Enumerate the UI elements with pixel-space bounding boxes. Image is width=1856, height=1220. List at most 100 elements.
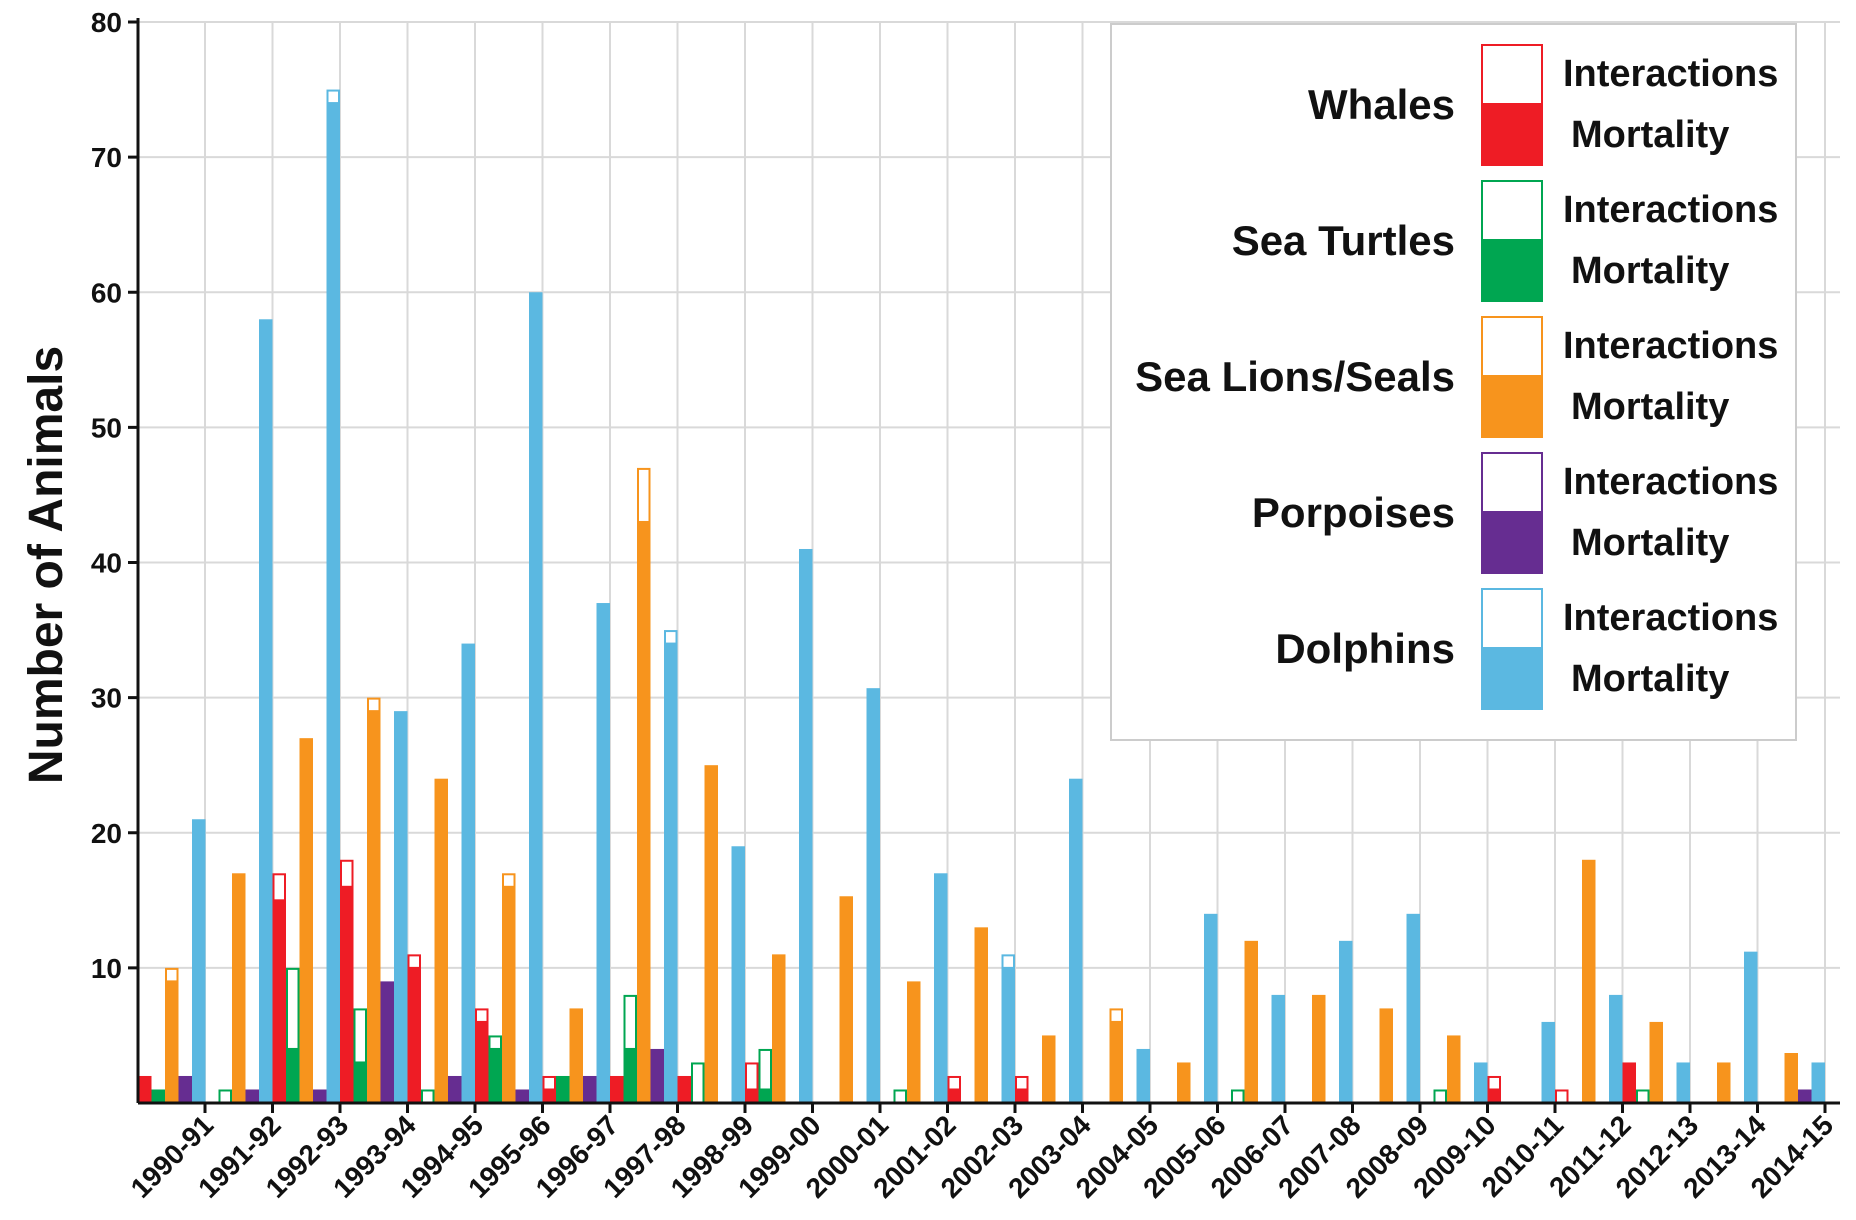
bar-interactions [758, 1048, 772, 1091]
legend-swatch-interactions [1481, 44, 1543, 105]
bar-mortality [461, 643, 475, 1103]
bar-mortality [1244, 940, 1258, 1103]
bar-interactions [1555, 1089, 1569, 1105]
bar-interactions [745, 1062, 759, 1091]
y-tick-label: 20 [91, 818, 122, 849]
bar-mortality [1487, 1089, 1501, 1103]
axes [128, 18, 1840, 1113]
bar-mortality [731, 846, 745, 1103]
bar-mortality [704, 765, 718, 1103]
bar-mortality [165, 981, 179, 1103]
bar-mortality [313, 1089, 327, 1103]
legend-interactions-label: Interactions [1563, 325, 1778, 367]
bar-mortality [353, 1062, 367, 1103]
bar-mortality [367, 711, 381, 1103]
bar-mortality [866, 688, 880, 1103]
bar-mortality [1811, 1062, 1825, 1103]
bar-interactions [286, 967, 300, 1050]
bars [138, 89, 1825, 1105]
bar-mortality [434, 778, 448, 1103]
bar-mortality [286, 1048, 300, 1103]
bar-mortality [272, 900, 286, 1103]
bar-mortality [1042, 1035, 1056, 1103]
legend-swatch-interactions [1481, 316, 1543, 377]
legend-box [1110, 23, 1797, 741]
bar-interactions [623, 994, 637, 1050]
bar-mortality [677, 1075, 691, 1103]
bar-interactions [340, 859, 354, 888]
bar-mortality [839, 896, 853, 1103]
bar-mortality [326, 103, 340, 1103]
bar-mortality [232, 873, 246, 1103]
legend-interactions-label: Interactions [1563, 53, 1778, 95]
legend-swatch-interactions [1481, 588, 1543, 649]
legend-series-name: Whales [1308, 81, 1455, 128]
bar-mortality [488, 1048, 502, 1103]
bar-interactions [1487, 1075, 1501, 1091]
bar-mortality [556, 1075, 570, 1103]
bar-mortality [502, 886, 516, 1103]
legend-interactions-label: Interactions [1563, 189, 1778, 231]
bar-mortality [380, 981, 394, 1103]
legend: Whales Interactions Mortality Sea Turtles In… [1110, 23, 1797, 741]
bar-mortality [1339, 940, 1353, 1103]
bar-interactions [1433, 1089, 1447, 1105]
bar-mortality [569, 1008, 583, 1103]
bar-mortality [623, 1048, 637, 1103]
bar-mortality [745, 1089, 759, 1103]
bar-mortality [583, 1075, 597, 1103]
bar-mortality [394, 711, 408, 1103]
bar-interactions [1109, 1008, 1123, 1023]
bar-mortality [407, 967, 421, 1103]
bar-mortality [178, 1075, 192, 1103]
bar-mortality [637, 521, 651, 1103]
bar-mortality [1136, 1048, 1150, 1103]
y-tick-label: 40 [91, 548, 122, 579]
y-axis-label: Number of Animals [20, 346, 73, 784]
y-tick-label: 50 [91, 412, 122, 443]
bar-mortality [799, 548, 813, 1103]
bar-mortality [974, 927, 988, 1103]
legend-series-name: Dolphins [1275, 625, 1455, 672]
bar-mortality [245, 1089, 259, 1103]
bar-mortality [1069, 778, 1083, 1103]
bar-interactions [165, 967, 179, 983]
bar-interactions [407, 954, 421, 969]
bar-mortality [758, 1089, 772, 1103]
bar-interactions [664, 630, 678, 645]
bar-mortality [1001, 967, 1015, 1103]
bar-interactions [218, 1089, 232, 1105]
bar-interactions [542, 1075, 556, 1091]
bar-mortality [664, 643, 678, 1103]
bar-mortality [1204, 913, 1218, 1103]
bar-mortality [1177, 1062, 1191, 1103]
bar-mortality [650, 1048, 664, 1103]
legend-swatch-mortality [1481, 513, 1543, 574]
legend-swatch-mortality [1481, 649, 1543, 710]
bar-mortality [1784, 1053, 1798, 1103]
bar-mortality [1609, 994, 1623, 1103]
bar-interactions [326, 89, 340, 105]
bar-mortality [1541, 1021, 1555, 1103]
bar-mortality [515, 1089, 529, 1103]
bar-mortality [1582, 859, 1596, 1103]
bar-interactions [1231, 1089, 1245, 1105]
bar-mortality [542, 1089, 556, 1103]
bar-interactions [1015, 1075, 1029, 1091]
y-tick-label: 60 [91, 277, 122, 308]
legend-series-name: Sea Turtles [1232, 217, 1455, 264]
bar-interactions [488, 1035, 502, 1050]
bar-interactions [1636, 1089, 1650, 1105]
legend-swatch-interactions [1481, 452, 1543, 513]
legend-series-name: Porpoises [1252, 489, 1455, 536]
bar-mortality [1312, 994, 1326, 1103]
bar-mortality [475, 1021, 489, 1103]
bar-mortality [1406, 913, 1420, 1103]
bar-mortality [1676, 1062, 1690, 1103]
bar-mortality [1622, 1062, 1636, 1103]
bar-interactions [475, 1008, 489, 1023]
y-tick-label: 80 [91, 7, 122, 38]
legend-swatch-mortality [1481, 241, 1543, 302]
